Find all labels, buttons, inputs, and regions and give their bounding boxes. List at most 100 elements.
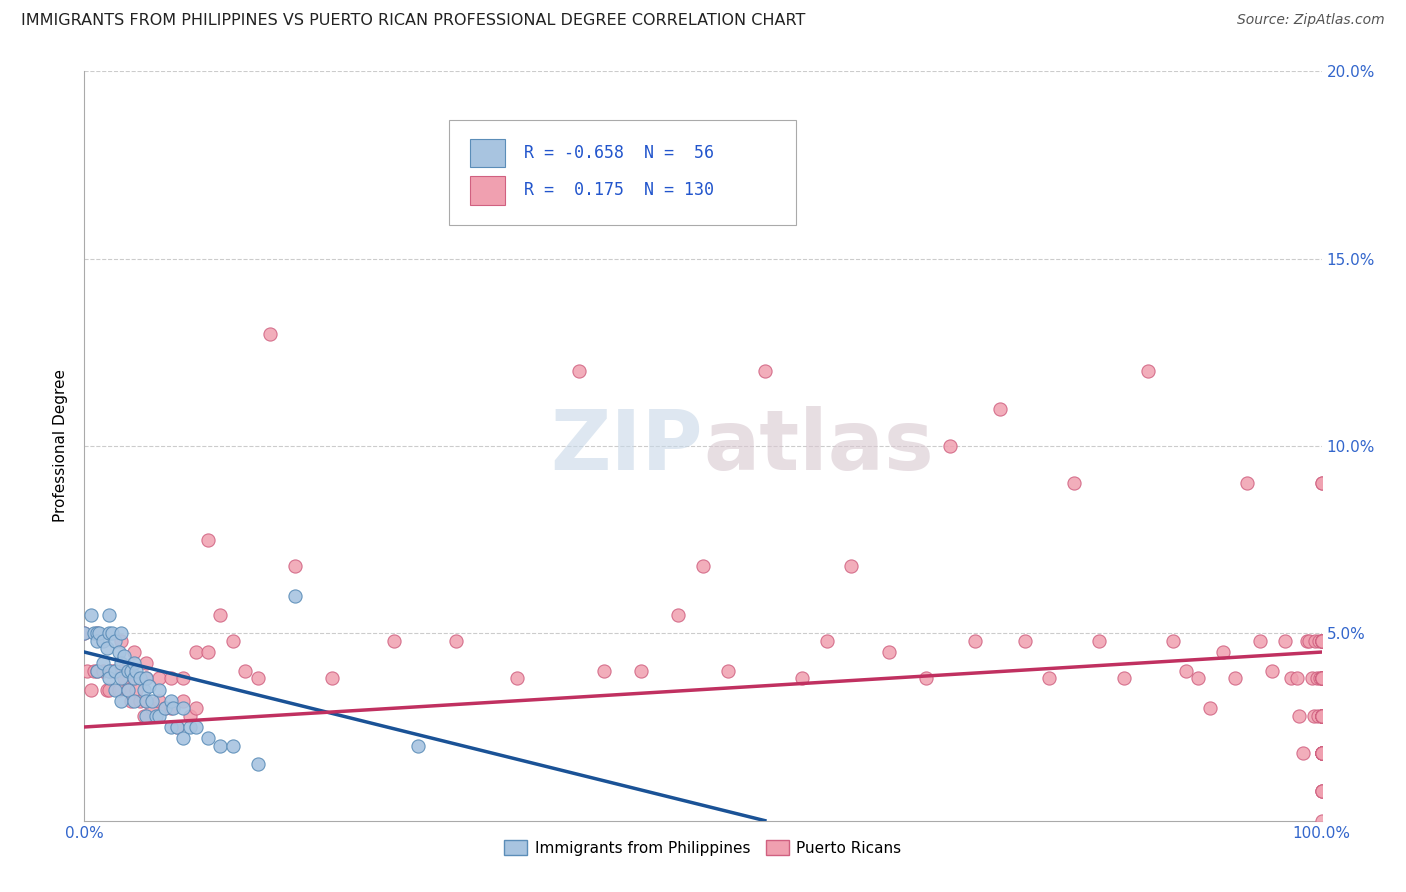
Point <box>1310 783 1333 797</box>
Point <box>96 682 118 697</box>
Point <box>91 657 114 671</box>
Point <box>259 326 281 341</box>
Point <box>104 664 127 678</box>
Point <box>148 671 170 685</box>
Point <box>1199 701 1222 715</box>
Point <box>110 664 132 678</box>
Point <box>815 633 838 648</box>
Point <box>86 664 108 678</box>
Point <box>965 633 987 648</box>
Point <box>89 626 111 640</box>
Point <box>79 607 101 622</box>
Point <box>197 731 219 746</box>
Point <box>172 671 194 685</box>
Point <box>135 694 157 708</box>
Point <box>110 671 132 685</box>
Point <box>692 558 714 573</box>
Point <box>83 664 105 678</box>
Point <box>172 731 194 746</box>
Point <box>1161 633 1184 648</box>
FancyBboxPatch shape <box>471 139 505 168</box>
Point <box>1310 708 1333 723</box>
Point <box>321 671 343 685</box>
Point <box>153 701 176 715</box>
Point <box>1236 476 1258 491</box>
Point <box>717 664 740 678</box>
Point <box>120 664 142 678</box>
Point <box>160 701 183 715</box>
Point <box>104 633 127 648</box>
Point <box>104 682 127 697</box>
FancyBboxPatch shape <box>450 120 796 225</box>
Point <box>141 701 163 715</box>
Point <box>1310 671 1333 685</box>
Point <box>630 664 652 678</box>
Point <box>179 708 201 723</box>
Point <box>172 694 194 708</box>
Point <box>117 682 139 697</box>
Point <box>135 694 157 708</box>
Point <box>1310 708 1333 723</box>
Point <box>122 657 145 671</box>
Point <box>135 657 157 671</box>
Point <box>184 701 207 715</box>
Point <box>73 626 96 640</box>
FancyBboxPatch shape <box>471 177 505 205</box>
Point <box>1303 708 1326 723</box>
Point <box>1310 746 1333 760</box>
Point <box>148 708 170 723</box>
Point <box>135 708 157 723</box>
Point <box>184 645 207 659</box>
Point <box>1306 708 1329 723</box>
Point <box>100 664 122 678</box>
Point <box>91 664 114 678</box>
Point <box>914 671 936 685</box>
Point <box>506 671 529 685</box>
Point <box>1212 645 1234 659</box>
Point <box>98 682 121 697</box>
Point <box>1310 671 1333 685</box>
Point <box>86 664 108 678</box>
Point <box>1310 746 1333 760</box>
Point <box>145 708 167 723</box>
Text: Source: ZipAtlas.com: Source: ZipAtlas.com <box>1237 13 1385 28</box>
Point <box>1310 633 1333 648</box>
Point <box>1285 671 1308 685</box>
Point <box>162 701 184 715</box>
Point <box>1274 633 1296 648</box>
Point <box>96 641 118 656</box>
Point <box>1310 671 1333 685</box>
Text: R = -0.658  N =  56: R = -0.658 N = 56 <box>523 144 714 162</box>
Text: ZIP: ZIP <box>551 406 703 486</box>
Point <box>120 694 142 708</box>
Point <box>1301 671 1323 685</box>
Point <box>184 720 207 734</box>
Point <box>841 558 863 573</box>
Point <box>408 739 430 753</box>
Point <box>117 682 139 697</box>
Point <box>122 694 145 708</box>
Point <box>132 708 155 723</box>
Point <box>1310 476 1333 491</box>
Point <box>1310 633 1333 648</box>
Point <box>112 671 135 685</box>
Point <box>166 720 188 734</box>
Point <box>1279 671 1302 685</box>
Point <box>76 664 98 678</box>
Point <box>110 633 132 648</box>
Point <box>1310 746 1333 760</box>
Point <box>222 633 245 648</box>
Point <box>568 364 591 378</box>
Legend: Immigrants from Philippines, Puerto Ricans: Immigrants from Philippines, Puerto Rica… <box>498 833 908 862</box>
Point <box>197 533 219 547</box>
Point <box>135 671 157 685</box>
Text: R =  0.175  N = 130: R = 0.175 N = 130 <box>523 181 714 200</box>
Point <box>108 682 131 697</box>
Point <box>1310 633 1333 648</box>
Point <box>1308 633 1330 648</box>
Point <box>172 701 194 715</box>
Point <box>148 682 170 697</box>
Text: IMMIGRANTS FROM PHILIPPINES VS PUERTO RICAN PROFESSIONAL DEGREE CORRELATION CHAR: IMMIGRANTS FROM PHILIPPINES VS PUERTO RI… <box>21 13 806 29</box>
Point <box>160 720 183 734</box>
Text: atlas: atlas <box>703 406 934 486</box>
